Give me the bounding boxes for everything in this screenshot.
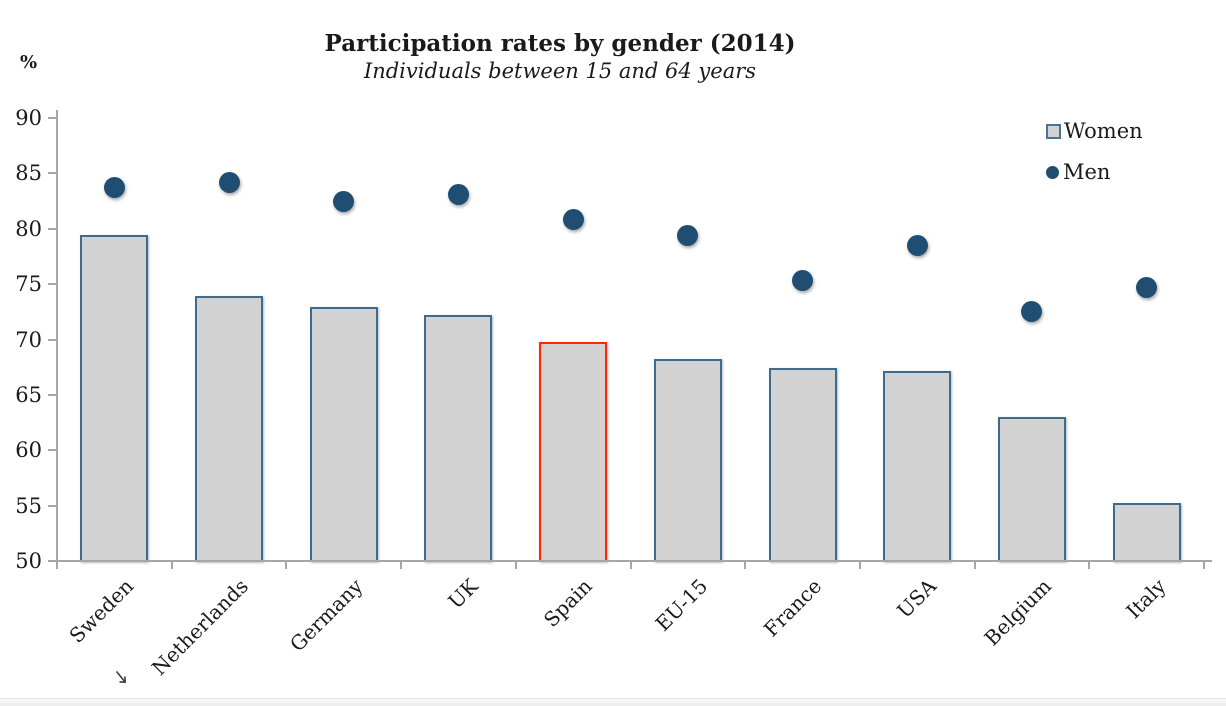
x-boundary-tick-1 xyxy=(170,562,173,569)
y-axis-unit-label: % xyxy=(20,52,38,73)
x-axis-line xyxy=(50,560,1212,562)
x-label-belgium: Belgium xyxy=(979,574,1056,651)
men-dot-spain xyxy=(562,209,584,231)
x-boundary-tick-5 xyxy=(629,562,632,569)
y-tick-label-90: 90 xyxy=(15,106,42,130)
x-label-spain: Spain xyxy=(539,574,598,632)
x-label-usa: USA xyxy=(892,574,942,623)
legend-label-women: Women xyxy=(1064,119,1143,143)
men-dot-italy xyxy=(1136,276,1158,298)
men-dot-eu-15 xyxy=(677,224,699,246)
chart-subtitle: Individuals between 15 and 64 years xyxy=(363,59,757,83)
x-label-sweden: Sweden xyxy=(64,574,139,648)
women-bar-italy xyxy=(1112,503,1181,562)
women-legend-square-marker xyxy=(1046,123,1061,139)
legend-item-men: Men xyxy=(1046,160,1143,184)
x-label-france: France xyxy=(759,574,827,642)
x-boundary-tick-10 xyxy=(1203,562,1205,569)
y-tick-label-80: 80 xyxy=(15,216,42,241)
chart-title: Participation rates by gender (2014) xyxy=(324,30,796,57)
y-axis-line xyxy=(56,110,58,563)
men-dot-france xyxy=(792,270,814,292)
legend-label-men: Men xyxy=(1063,160,1111,184)
y-tick-label-65: 65 xyxy=(15,382,42,407)
y-tick-60 xyxy=(48,449,56,452)
men-legend-circle-marker xyxy=(1046,165,1059,179)
x-boundary-tick-6 xyxy=(744,562,747,569)
men-dot-usa xyxy=(906,234,928,256)
mouse-cursor-icon xyxy=(114,671,130,691)
y-tick-label-85: 85 xyxy=(15,161,42,186)
legend: Women Men xyxy=(1046,119,1143,201)
x-boundary-tick-3 xyxy=(400,562,403,569)
x-label-uk: UK xyxy=(442,574,483,614)
y-tick-85 xyxy=(48,172,56,175)
women-bar-spain xyxy=(539,341,608,562)
y-tick-label-70: 70 xyxy=(15,327,42,352)
legend-item-women: Women xyxy=(1046,119,1143,143)
x-label-eu-15: EU-15 xyxy=(650,574,712,636)
y-tick-label-50: 50 xyxy=(15,549,42,573)
men-dot-germany xyxy=(333,190,355,212)
men-dot-netherlands xyxy=(218,171,240,193)
x-label-netherlands: Netherlands xyxy=(147,574,254,681)
men-dot-uk xyxy=(447,183,469,205)
women-bar-france xyxy=(768,368,837,562)
y-tick-90 xyxy=(48,117,56,119)
y-tick-50 xyxy=(48,560,56,562)
x-boundary-tick-9 xyxy=(1088,562,1091,569)
x-boundary-tick-0 xyxy=(56,562,58,569)
y-tick-55 xyxy=(48,504,56,507)
men-dot-sweden xyxy=(103,177,125,199)
men-dot-belgium xyxy=(1021,301,1043,323)
women-bar-eu-15 xyxy=(653,359,722,562)
y-tick-80 xyxy=(48,227,56,230)
women-bar-belgium xyxy=(997,417,1066,562)
window-bottom-strip xyxy=(0,698,1226,706)
x-label-italy: Italy xyxy=(1121,574,1171,624)
y-tick-65 xyxy=(48,393,56,396)
women-bar-uk xyxy=(424,315,493,562)
women-bar-germany xyxy=(309,307,378,562)
x-boundary-tick-4 xyxy=(514,562,517,569)
y-tick-label-60: 60 xyxy=(15,438,42,463)
x-boundary-tick-2 xyxy=(285,562,288,569)
y-tick-label-75: 75 xyxy=(15,272,42,297)
women-bar-usa xyxy=(883,370,952,562)
x-boundary-tick-7 xyxy=(858,562,861,569)
x-label-germany: Germany xyxy=(285,574,368,657)
y-tick-label-55: 55 xyxy=(15,493,42,518)
y-tick-70 xyxy=(48,338,56,341)
y-tick-75 xyxy=(48,283,56,286)
women-bar-sweden xyxy=(80,235,149,562)
women-bar-netherlands xyxy=(195,296,264,562)
x-boundary-tick-8 xyxy=(973,562,976,569)
